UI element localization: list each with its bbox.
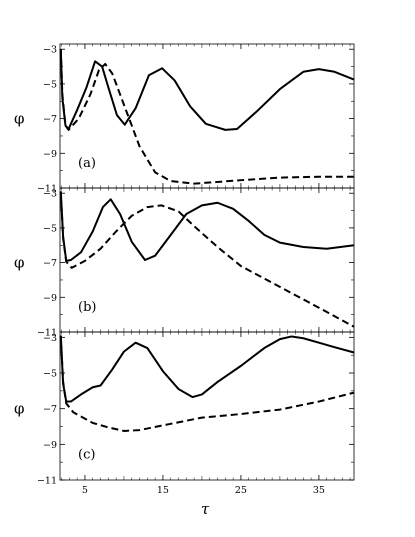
plot-frame [59,331,355,481]
y-tick-label: −3 [43,333,57,344]
panel-label: (a) [78,156,96,171]
x-tick-label: 25 [235,485,247,496]
y-tick-label: −11 [37,476,57,487]
series-line-dashed [59,49,354,185]
y-tick-label: −9 [43,149,57,160]
y-axis-label: φ [14,254,25,272]
panel-label: (c) [78,448,95,463]
y-tick-label: −3 [43,45,57,56]
plot-frame [59,187,355,333]
series-line-solid [59,49,355,131]
x-tick-label: 35 [313,485,325,496]
y-tick-label: −7 [43,404,57,415]
panel-b: −3 −5 −7 −9 −11 φ (b) [14,187,355,339]
y-tick-label: −11 [37,328,57,339]
y-tick-label: −9 [43,293,57,304]
y-tick-label: −9 [43,440,57,451]
y-tick-label: −11 [37,184,57,195]
x-tick-label: 15 [157,485,169,496]
series-line-dashed [59,335,355,432]
y-axis-label: φ [14,110,25,128]
series-line-solid [59,191,355,262]
panel-a: −3 −5 −7 −9 −11 φ (a) [14,43,355,195]
y-tick-label: −5 [43,369,57,380]
y-tick-label: −3 [43,189,57,200]
x-axis-label: τ [201,500,210,518]
panel-c: −3 −5 −7 −9 −11 5 15 25 35 φ (c) [14,331,355,496]
y-tick-label: −5 [43,223,57,234]
y-axis-label: φ [14,400,25,418]
y-tick-label: −7 [43,258,57,269]
panel-label: (b) [78,300,96,315]
x-tick-label: 5 [82,485,88,496]
series-line-dashed [59,191,355,328]
series-line-solid [59,335,355,403]
y-tick-label: −5 [43,79,57,90]
y-tick-label: −7 [43,114,57,125]
